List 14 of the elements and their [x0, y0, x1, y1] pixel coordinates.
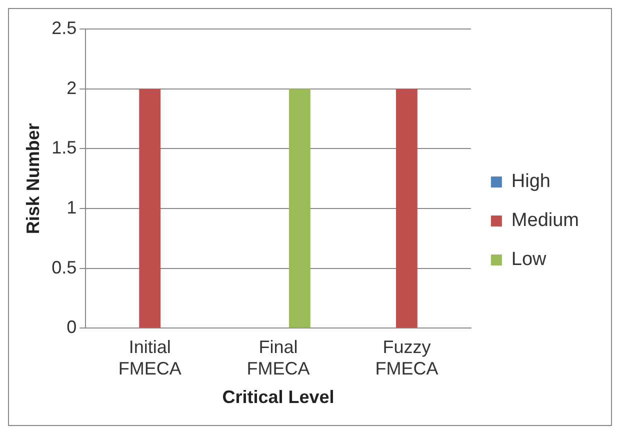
- legend-label: High: [511, 171, 550, 192]
- y-axis-title: Risk Number: [22, 123, 43, 234]
- x-tick-label: Final FMECA: [246, 336, 310, 379]
- y-tick-label: 1: [66, 197, 77, 218]
- x-axis-title: Critical Level: [222, 387, 334, 408]
- y-tick-label: 0.5: [52, 257, 77, 278]
- legend-label: Medium: [511, 210, 579, 232]
- legend-label: Low: [511, 249, 547, 270]
- y-tick-label: 2: [66, 78, 77, 98]
- x-tick-label: Initial FMECA: [118, 336, 182, 379]
- y-tick-label: 1.5: [52, 138, 77, 158]
- x-tick-label: Fuzzy FMECA: [375, 336, 438, 379]
- y-tick-label: 2.5: [52, 18, 77, 38]
- y-tick-label: 0: [66, 317, 77, 338]
